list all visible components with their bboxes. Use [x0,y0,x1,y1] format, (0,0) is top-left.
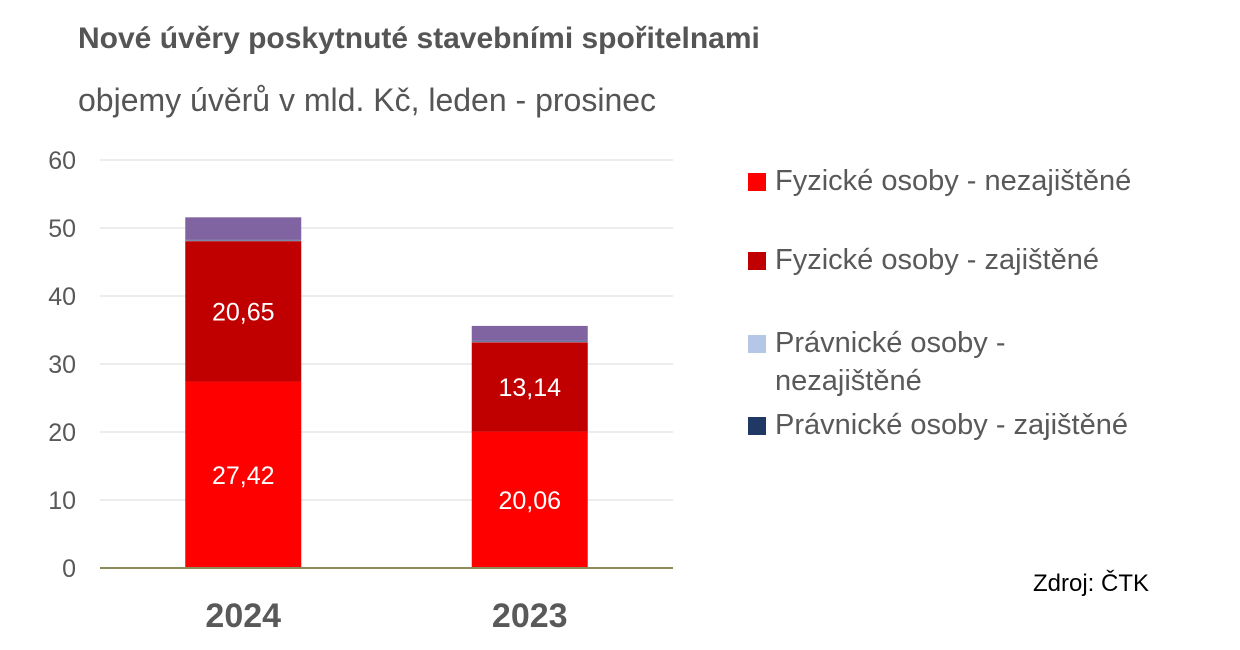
legend-label: Fyzické osoby - nezajištěné [775,165,1132,197]
y-tick-label: 10 [48,487,76,515]
y-tick-label: 40 [48,283,76,311]
y-tick-label: 20 [48,419,76,447]
bar-segment [185,241,302,382]
bar-segment [185,381,302,568]
legend-item-fo-zajistene: Fyzické osoby - zajištěné [748,241,1195,279]
bar-segment [471,431,588,568]
legend-swatch [748,252,766,270]
bar-segment [185,240,302,242]
legend-item-po-nezajistene: Právnické osoby - nezajištěné [748,324,1065,400]
legend-label: Fyzické osoby - zajištěné [775,244,1099,276]
bar-segment [471,340,588,342]
bar-segment [471,342,588,432]
bar-segment [471,325,588,341]
x-tick-label: 2023 [492,597,568,635]
y-tick-label: 0 [62,555,76,583]
x-tick-label: 2024 [205,597,281,635]
legend-label: Právnické osoby - zajištěné [775,409,1128,441]
data-label: 20,06 [498,487,561,515]
source-note: Zdroj: ČTK [1033,570,1150,597]
legend-label: Právnické osoby - nezajištěné [775,327,1006,397]
y-tick-label: 50 [48,215,76,243]
y-tick-label: 60 [48,147,76,175]
bar-segment [185,217,302,240]
y-tick-label: 30 [48,351,76,379]
legend-item-po-zajistene: Právnické osoby - zajištěné [748,406,1195,444]
legend-item-fo-nezajistene: Fyzické osoby - nezajištěné [748,162,1195,200]
bar-segment [471,341,588,343]
chart-subtitle: objemy úvěrů v mld. Kč, leden - prosinec [78,82,657,118]
data-label: 27,42 [212,462,275,490]
data-label: 13,14 [498,374,561,402]
bar-segment [185,239,302,241]
data-label: 20,65 [212,298,275,326]
legend-swatch [748,335,766,353]
legend-swatch [748,173,766,191]
chart-title: Nové úvěry poskytnuté stavebními spořite… [78,22,760,55]
legend-swatch [748,417,766,435]
